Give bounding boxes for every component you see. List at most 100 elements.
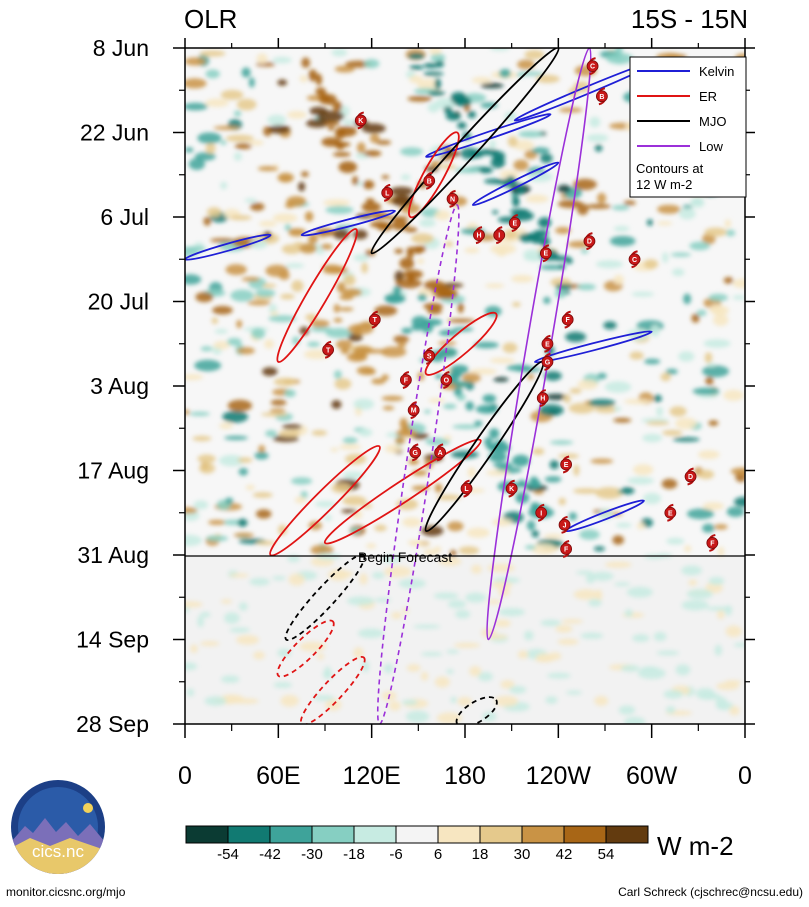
anomaly-blob xyxy=(402,517,422,528)
mjo-contour xyxy=(284,553,366,641)
anomaly-blob xyxy=(492,210,499,215)
colorbar-tick-label: -6 xyxy=(389,846,402,863)
storm-dot xyxy=(541,355,554,368)
anomaly-blob xyxy=(340,347,350,355)
forecast-background xyxy=(185,556,745,724)
anomaly-blob xyxy=(565,331,587,343)
anomaly-blob xyxy=(585,573,596,584)
anomaly-blob xyxy=(475,404,498,414)
anomaly-blob xyxy=(457,121,467,130)
anomaly-blob xyxy=(208,519,226,526)
anomaly-blob xyxy=(480,102,499,109)
storm-letter: E xyxy=(564,462,569,469)
colorbar-box xyxy=(311,825,355,844)
anomaly-blob xyxy=(626,586,653,598)
anomaly-blob xyxy=(595,487,623,499)
anomaly-blob xyxy=(717,546,725,557)
anomaly-blob xyxy=(409,75,423,84)
anomaly-blob xyxy=(213,340,230,350)
anomaly-blob xyxy=(494,695,519,707)
legend-label-mjo: MJO xyxy=(699,114,726,129)
storm-dot xyxy=(407,404,420,417)
colorbar-tick-label: -18 xyxy=(343,846,365,863)
anomaly-blob xyxy=(333,303,341,313)
anomaly-blob xyxy=(489,140,496,149)
anomaly-blob xyxy=(353,254,369,262)
storm-marker: O xyxy=(440,370,453,389)
tropical-cyclone-markers: C B K B L N E H I D E C T F T E G S F O H M G A E D L K I E J F F xyxy=(322,57,719,558)
colorbar-tick-label: -42 xyxy=(259,846,281,863)
anomaly-blob xyxy=(411,233,434,244)
anomaly-blob xyxy=(644,358,661,365)
anomaly-blob xyxy=(443,403,457,410)
storm-dot xyxy=(539,247,552,260)
anomaly-blob xyxy=(423,71,444,77)
anomaly-blob xyxy=(450,549,457,558)
anomaly-blob xyxy=(627,476,654,485)
anomaly-blob xyxy=(251,328,266,339)
anomaly-blob xyxy=(467,467,476,478)
storm-dot xyxy=(541,337,554,350)
anomaly-blob xyxy=(317,110,345,123)
storm-marker: T xyxy=(322,340,335,359)
logo-text: cics.nc xyxy=(32,842,84,861)
anomaly-blob xyxy=(723,277,734,284)
anomaly-blob xyxy=(241,67,251,78)
anomaly-blob xyxy=(482,394,497,403)
anomaly-blob xyxy=(258,444,266,454)
storm-marker: B xyxy=(423,171,436,190)
y-tick-label: 31 Aug xyxy=(77,542,149,568)
anomaly-blob xyxy=(332,101,343,112)
anomaly-blob xyxy=(358,428,373,437)
anomaly-blob xyxy=(514,367,542,373)
anomaly-blob xyxy=(364,59,380,69)
anomaly-blob xyxy=(299,326,310,335)
legend-label-low: Low xyxy=(699,139,723,154)
anomaly-blob xyxy=(666,537,685,545)
anomaly-blob xyxy=(310,326,333,332)
anomaly-blob xyxy=(518,130,544,138)
storm-letter: J xyxy=(563,522,567,529)
anomaly-blob xyxy=(590,458,614,464)
anomaly-blob xyxy=(352,176,359,186)
anomaly-blob xyxy=(698,450,720,459)
anomaly-blob xyxy=(447,318,475,323)
anomaly-blob xyxy=(185,607,190,613)
storm-letter: N xyxy=(450,196,455,203)
anomaly-blob xyxy=(237,518,248,527)
anomaly-blob xyxy=(291,477,313,485)
anomaly-blob xyxy=(613,274,624,285)
anomaly-blob xyxy=(489,428,500,439)
kelvin-contour xyxy=(534,330,653,364)
anomaly-blob xyxy=(221,675,240,683)
anomaly-blob xyxy=(199,50,226,57)
anomaly-blob xyxy=(185,662,198,671)
anomaly-blob xyxy=(395,278,423,289)
anomaly-blob xyxy=(380,346,407,358)
anomaly-blob xyxy=(504,111,517,122)
storm-marker: D xyxy=(684,467,697,486)
anomaly-blob xyxy=(471,564,482,574)
storm-dot xyxy=(381,186,394,199)
anomaly-blob xyxy=(644,554,664,560)
anomaly-blob xyxy=(438,557,462,566)
storm-letter: H xyxy=(540,396,545,403)
anomaly-blob xyxy=(616,522,632,528)
anomaly-blob xyxy=(205,142,216,154)
storm-letter: K xyxy=(509,486,514,493)
anomaly-blob xyxy=(714,524,728,530)
storm-marker: L xyxy=(381,183,394,202)
anomaly-blob xyxy=(245,484,255,491)
anomaly-blob xyxy=(580,632,604,639)
anomaly-blob xyxy=(430,53,446,63)
anomaly-blob xyxy=(334,370,342,380)
anomaly-blob xyxy=(609,235,636,247)
storm-letter: A xyxy=(438,450,443,457)
anomaly-blob xyxy=(482,711,497,722)
anomaly-blob xyxy=(530,502,540,509)
anomaly-blob xyxy=(384,566,412,578)
anomaly-blob xyxy=(620,665,640,672)
anomaly-blob xyxy=(200,611,211,618)
anomaly-blob xyxy=(400,147,424,156)
storm-dot xyxy=(586,60,599,73)
